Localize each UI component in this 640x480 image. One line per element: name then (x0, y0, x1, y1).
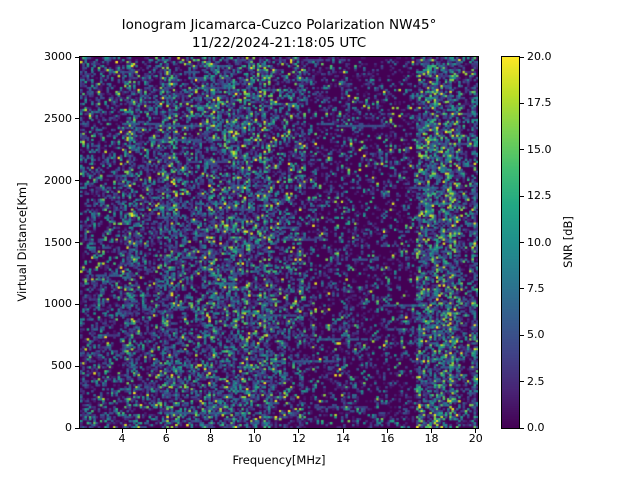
colorbar-label: SNR [dB] (561, 216, 575, 268)
plot-area (79, 56, 479, 429)
y-tick-mark (75, 180, 79, 182)
colorbar-tick-mark (520, 381, 524, 383)
colorbar-tick-label: 2.5 (527, 374, 545, 388)
y-tick-mark (75, 427, 79, 429)
x-tick-label: 8 (206, 432, 214, 445)
x-tick-mark (254, 429, 256, 433)
colorbar-tick-label: 5.0 (527, 328, 545, 342)
x-tick-mark (431, 429, 433, 433)
colorbar (501, 56, 520, 429)
colorbar-tick-label: 10.0 (527, 235, 552, 249)
y-tick-label: 1500 (44, 235, 72, 249)
y-tick-label: 2000 (44, 173, 72, 187)
x-tick-label: 14 (336, 432, 351, 445)
colorbar-tick-label: 12.5 (527, 189, 552, 203)
y-axis-label: Virtual Distance[Km] (15, 182, 29, 302)
chart-title: Ionogram Jicamarca-Cuzco Polarization NW… (121, 17, 437, 33)
x-tick-mark (165, 429, 167, 433)
x-tick-mark (121, 429, 123, 433)
colorbar-tick-mark (520, 102, 524, 104)
x-tick-mark (386, 429, 388, 433)
x-tick-mark (475, 429, 477, 433)
colorbar-tick-mark (520, 149, 524, 151)
y-tick-label: 3000 (44, 50, 72, 63)
colorbar-tick-mark (520, 242, 524, 243)
colorbar-tick-mark (520, 288, 524, 290)
x-tick-mark (209, 429, 211, 433)
y-tick-mark (75, 242, 79, 243)
x-tick-mark (298, 429, 300, 433)
x-axis-label: Frequency[MHz] (232, 453, 326, 467)
x-tick-label: 6 (162, 432, 170, 445)
x-tick-label: 18 (424, 432, 439, 445)
colorbar-tick-mark (520, 334, 524, 336)
x-tick-label: 4 (118, 432, 126, 445)
colorbar-tick-label: 20.0 (527, 50, 552, 63)
colorbar-tick-label: 7.5 (527, 281, 545, 295)
y-tick-label: 500 (51, 359, 72, 373)
y-tick-mark (75, 365, 79, 367)
chart-subtitle: 11/22/2024-21:18:05 UTC (191, 35, 367, 51)
y-tick-mark (75, 303, 79, 305)
colorbar-tick-label: 17.5 (527, 96, 552, 110)
x-tick-label: 16 (380, 432, 395, 445)
x-tick-label: 12 (291, 432, 306, 445)
y-tick-mark (75, 56, 79, 58)
colorbar-tick-mark (520, 195, 524, 197)
colorbar-tick-mark (520, 56, 524, 58)
y-tick-label: 0 (65, 421, 72, 434)
colorbar-tick-label: 0.0 (527, 421, 545, 434)
y-tick-mark (75, 118, 79, 120)
x-tick-label: 20 (468, 432, 483, 445)
y-tick-label: 1000 (44, 297, 72, 311)
y-tick-label: 2500 (44, 111, 72, 125)
x-tick-label: 10 (247, 432, 262, 445)
ionogram-heatmap-canvas (80, 57, 478, 428)
colorbar-tick-mark (520, 427, 524, 429)
colorbar-tick-label: 15.0 (527, 142, 552, 156)
colorbar-gradient-canvas (502, 57, 519, 428)
x-tick-mark (342, 429, 344, 433)
